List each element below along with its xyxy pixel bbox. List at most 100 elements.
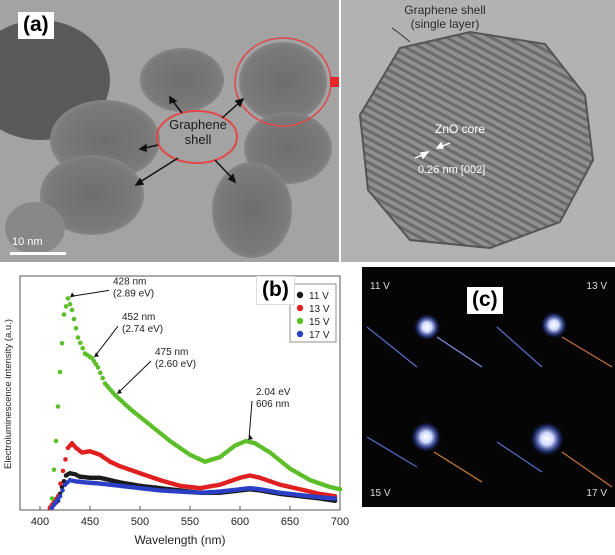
data-series bbox=[47, 296, 343, 510]
annotation-arrow bbox=[94, 325, 119, 357]
data-point bbox=[63, 304, 69, 309]
panel-b-el-spectra: 400 450 500 550 600 650 700 428 nm (2.89 eV) 452… bbox=[0, 262, 360, 550]
data-point bbox=[55, 404, 61, 409]
data-point bbox=[332, 496, 338, 501]
graphene-shell-label-line1: Graphene bbox=[169, 117, 227, 132]
annotation-arrow bbox=[248, 400, 253, 440]
legend-label: 13 V bbox=[309, 304, 330, 315]
data-point bbox=[61, 312, 67, 317]
x-tick-label: 400 bbox=[31, 516, 49, 528]
photo-11v bbox=[366, 313, 483, 368]
x-axis-ticks: 400 450 500 550 600 650 700 bbox=[31, 506, 349, 528]
x-tick-label: 700 bbox=[331, 516, 349, 528]
graphene-shell-outline bbox=[358, 30, 595, 250]
tem-micrograph bbox=[0, 0, 615, 262]
photo-17v bbox=[496, 421, 613, 488]
x-tick-label: 500 bbox=[131, 516, 149, 528]
label-arrows bbox=[134, 95, 245, 186]
data-point bbox=[63, 457, 68, 462]
data-point bbox=[59, 341, 65, 346]
series-13v bbox=[47, 441, 338, 510]
data-point bbox=[53, 438, 59, 444]
annotation-label: 428 nm bbox=[113, 276, 146, 287]
scale-bar bbox=[10, 252, 66, 255]
annotation-arrowhead bbox=[248, 435, 253, 440]
graphene-shell-single-layer-label: Graphene shell (single layer) bbox=[390, 3, 500, 31]
legend-label: 17 V bbox=[309, 330, 330, 341]
data-point bbox=[100, 375, 105, 381]
nanoparticle bbox=[40, 155, 144, 235]
x-tick-label: 450 bbox=[81, 516, 99, 528]
data-point bbox=[57, 369, 63, 375]
graphene-shell-line1: Graphene shell bbox=[404, 3, 486, 17]
annotation-label: 475 nm bbox=[155, 347, 188, 358]
shell-pointer bbox=[391, 27, 411, 43]
data-point bbox=[51, 467, 57, 473]
annotation-arrowhead bbox=[70, 292, 75, 298]
data-point bbox=[75, 335, 81, 340]
data-point bbox=[65, 296, 71, 301]
voltage-label-11v: 11 V bbox=[370, 281, 390, 292]
annotation-arrowhead bbox=[94, 352, 99, 358]
legend-marker bbox=[296, 291, 304, 299]
nanoparticle bbox=[140, 48, 224, 112]
data-point bbox=[95, 365, 101, 370]
data-point bbox=[337, 487, 343, 492]
graphene-shell-label-line2: shell bbox=[184, 132, 212, 147]
annotation-arrow bbox=[117, 360, 152, 394]
x-tick-label: 650 bbox=[281, 516, 299, 528]
panel-c-label: (c) bbox=[467, 287, 503, 314]
x-tick-label: 600 bbox=[231, 516, 249, 528]
x-tick-label: 550 bbox=[181, 516, 199, 528]
legend-label: 11 V bbox=[309, 291, 329, 302]
photo-13v bbox=[496, 311, 613, 368]
panel-a-label: (a) bbox=[18, 12, 54, 39]
annotation-label: (2.89 eV) bbox=[113, 288, 154, 299]
legend: 11 V 13 V 15 V 17 V bbox=[296, 291, 330, 341]
annotation-label: 2.04 eV bbox=[256, 387, 291, 398]
data-point bbox=[49, 496, 55, 501]
data-point bbox=[69, 307, 75, 313]
lattice-arrows bbox=[414, 141, 451, 160]
emission-photo-grid bbox=[366, 311, 613, 488]
lattice-spacing-label: 0.26 nm [002] bbox=[418, 164, 486, 176]
scale-bar-label: 10 nm bbox=[12, 236, 43, 248]
panel-c-emission-photos: 11 V 13 V 15 V 17 V (c) bbox=[362, 267, 615, 507]
legend-label: 15 V bbox=[309, 317, 330, 328]
data-point bbox=[57, 493, 63, 499]
annotation-arrowhead bbox=[117, 389, 122, 394]
annotation-label: (2.60 eV) bbox=[155, 359, 196, 370]
nanoparticle bbox=[239, 42, 327, 122]
y-axis-label: Electroluminescence intensity (a.u.) bbox=[3, 319, 14, 469]
legend-marker bbox=[296, 304, 304, 312]
annotation-arrow bbox=[70, 289, 110, 297]
data-point bbox=[60, 488, 65, 493]
annotations: 428 nm(2.89 eV) 452 nm(2.74 eV) 475 nm(2.6… bbox=[70, 276, 291, 440]
voltage-label-15v: 15 V bbox=[370, 488, 391, 499]
nanoparticle bbox=[5, 202, 65, 254]
el-spectrum-chart: 400 450 500 550 600 650 700 428 nm(2.89 eV) 452… bbox=[3, 275, 349, 547]
legend-marker bbox=[296, 330, 304, 338]
zno-core-lattice bbox=[360, 32, 593, 248]
data-point bbox=[73, 326, 79, 331]
data-point bbox=[60, 468, 66, 474]
panel-a-tem-image: (a) Graphene shell (single layer) Graphe… bbox=[0, 0, 615, 262]
annotation-label: 452 nm bbox=[122, 312, 155, 323]
plot-frame bbox=[19, 275, 341, 511]
data-point bbox=[80, 345, 85, 351]
graphene-shell-line2: (single layer) bbox=[410, 17, 480, 31]
label-circle bbox=[156, 110, 238, 164]
voltage-label-17v: 17 V bbox=[586, 488, 607, 499]
voltage-label-13v: 13 V bbox=[586, 281, 607, 292]
data-point bbox=[78, 340, 83, 346]
data-point bbox=[67, 301, 73, 307]
panel-b-label: (b) bbox=[256, 276, 295, 305]
photo-15v bbox=[366, 421, 483, 483]
data-point bbox=[71, 316, 77, 322]
series-15v bbox=[49, 296, 343, 501]
data-point bbox=[98, 370, 103, 376]
x-axis-label: Wavelength (nm) bbox=[135, 533, 226, 547]
series-17v bbox=[49, 477, 338, 510]
data-point bbox=[58, 481, 63, 486]
nanoparticle bbox=[212, 162, 292, 258]
